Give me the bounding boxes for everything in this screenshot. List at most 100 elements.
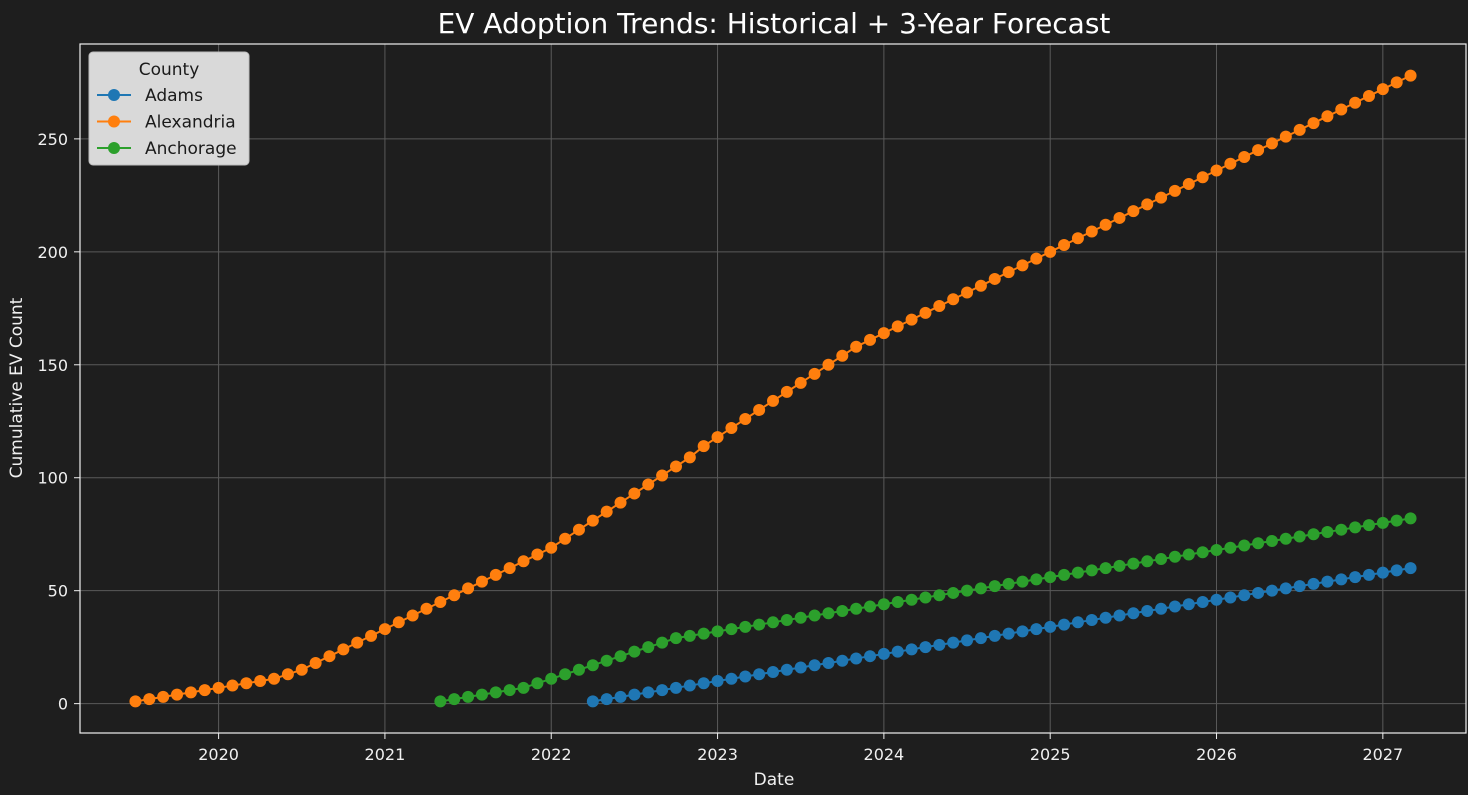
data-point-alexandria xyxy=(628,487,641,500)
data-point-alexandria xyxy=(171,688,184,701)
data-point-adams xyxy=(1155,602,1168,615)
data-point-adams xyxy=(877,647,890,660)
data-point-anchorage xyxy=(753,618,766,631)
data-point-anchorage xyxy=(503,684,516,697)
data-point-adams xyxy=(1182,598,1195,611)
data-point-alexandria xyxy=(947,293,960,306)
data-point-alexandria xyxy=(822,358,835,371)
data-point-alexandria xyxy=(1002,266,1015,279)
data-point-alexandria xyxy=(184,686,197,699)
chart-title: EV Adoption Trends: Historical + 3-Year … xyxy=(438,7,1111,40)
y-tick-label: 100 xyxy=(37,469,68,488)
data-point-alexandria xyxy=(1210,164,1223,177)
y-tick-label: 50 xyxy=(48,582,68,601)
data-point-adams xyxy=(1127,607,1140,620)
data-point-adams xyxy=(767,666,779,679)
series-adams xyxy=(586,562,1417,708)
data-point-alexandria xyxy=(517,555,530,568)
data-point-alexandria xyxy=(1321,110,1334,123)
data-point-anchorage xyxy=(697,627,710,640)
data-point-alexandria xyxy=(1127,205,1140,218)
data-point-adams xyxy=(725,672,738,685)
data-point-adams xyxy=(1210,593,1223,606)
data-point-anchorage xyxy=(1058,568,1071,581)
data-point-alexandria xyxy=(725,422,738,435)
data-point-alexandria xyxy=(1362,89,1375,102)
data-point-alexandria xyxy=(905,313,918,326)
data-point-anchorage xyxy=(1265,534,1278,547)
data-point-anchorage xyxy=(711,625,724,638)
data-point-alexandria xyxy=(1265,137,1278,150)
data-point-alexandria xyxy=(129,695,142,708)
data-point-adams xyxy=(933,638,946,651)
data-point-alexandria xyxy=(1058,239,1071,252)
data-point-anchorage xyxy=(1224,541,1237,554)
x-tick-label: 2027 xyxy=(1362,745,1403,764)
data-point-anchorage xyxy=(947,586,960,599)
data-point-adams xyxy=(1390,564,1403,577)
data-point-alexandria xyxy=(323,650,336,663)
data-point-adams xyxy=(1168,600,1181,613)
data-point-anchorage xyxy=(628,645,641,658)
legend-label: Alexandria xyxy=(145,113,236,133)
data-point-alexandria xyxy=(1141,198,1154,211)
data-point-anchorage xyxy=(877,598,890,611)
data-point-adams xyxy=(919,641,932,654)
data-point-anchorage xyxy=(988,580,1001,593)
data-point-alexandria xyxy=(697,440,710,453)
legend-item-alexandria: Alexandria xyxy=(97,113,236,133)
data-point-anchorage xyxy=(1279,532,1292,545)
data-point-alexandria xyxy=(808,367,821,380)
data-point-anchorage xyxy=(1238,539,1251,552)
data-point-alexandria xyxy=(406,609,419,622)
x-axis-ticks: 2020 2021 2022 2023 2024 2025 2026 2027 xyxy=(198,733,1403,764)
data-point-anchorage xyxy=(1362,519,1375,532)
data-point-anchorage xyxy=(656,636,669,649)
data-point-adams xyxy=(586,695,599,708)
data-point-anchorage xyxy=(1002,577,1015,590)
data-point-alexandria xyxy=(1016,259,1029,272)
data-point-anchorage xyxy=(545,672,558,685)
data-point-adams xyxy=(697,677,710,690)
data-point-anchorage xyxy=(1196,546,1209,559)
data-point-adams xyxy=(1030,623,1043,636)
data-point-alexandria xyxy=(434,595,447,608)
legend-box xyxy=(88,51,250,166)
data-point-anchorage xyxy=(1099,562,1112,575)
data-point-anchorage xyxy=(961,584,974,597)
data-point-alexandria xyxy=(475,575,488,588)
data-point-adams xyxy=(988,629,1001,642)
data-point-adams xyxy=(1196,595,1209,608)
y-axis-ticks: 0 50 100 150 200 250 xyxy=(37,130,80,714)
data-point-adams xyxy=(1085,614,1098,627)
data-point-adams xyxy=(683,679,696,692)
data-point-adams xyxy=(905,643,918,656)
data-point-anchorage xyxy=(725,623,738,636)
x-tick-label: 2026 xyxy=(1196,745,1237,764)
data-point-anchorage xyxy=(974,582,987,595)
data-point-alexandria xyxy=(1196,171,1209,184)
series-anchorage xyxy=(434,512,1417,708)
data-point-anchorage xyxy=(1071,566,1084,579)
data-point-adams xyxy=(1071,616,1084,629)
data-point-alexandria xyxy=(1376,83,1389,96)
data-point-alexandria xyxy=(226,679,239,692)
data-point-anchorage xyxy=(933,589,946,602)
data-point-alexandria xyxy=(531,548,544,561)
series-alexandria xyxy=(129,69,1417,708)
data-point-anchorage xyxy=(794,611,807,624)
data-point-alexandria xyxy=(1099,218,1112,231)
data-point-alexandria xyxy=(351,636,364,649)
data-point-adams xyxy=(891,645,904,658)
plot-frame xyxy=(79,43,1467,734)
data-point-alexandria xyxy=(503,562,516,575)
data-point-anchorage xyxy=(642,641,655,654)
data-point-anchorage xyxy=(1127,557,1140,570)
data-point-alexandria xyxy=(669,460,682,473)
data-point-adams xyxy=(614,690,627,703)
x-tick-label: 2023 xyxy=(697,745,738,764)
data-point-alexandria xyxy=(1279,130,1292,143)
data-point-alexandria xyxy=(836,349,849,362)
data-point-adams xyxy=(1058,618,1071,631)
